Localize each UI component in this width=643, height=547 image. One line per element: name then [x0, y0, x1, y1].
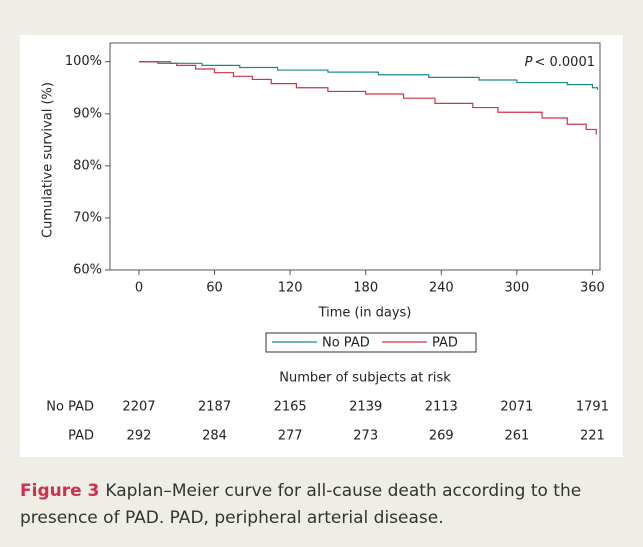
risk-row-name: No PAD — [46, 400, 94, 415]
risk-count: 277 — [278, 429, 303, 444]
risk-count: 269 — [429, 429, 454, 444]
risk-count: 221 — [580, 429, 605, 444]
p-annotation: P < 0.0001 — [525, 55, 595, 70]
risk-count: 2113 — [425, 400, 458, 415]
x-axis-label: Time (in days) — [318, 306, 412, 321]
risk-count: 292 — [127, 429, 152, 444]
risk-count: 284 — [202, 429, 227, 444]
risk-count: 2139 — [349, 400, 382, 415]
risk-count: 261 — [504, 429, 529, 444]
x-tick-label: 240 — [429, 281, 454, 296]
survival-curve — [138, 61, 599, 90]
risk-count: 2207 — [122, 400, 155, 415]
risk-count: 273 — [353, 429, 378, 444]
risk-count: 2165 — [274, 400, 307, 415]
plot-frame — [109, 42, 601, 271]
risk-count: 1791 — [576, 400, 609, 415]
survival-curve — [138, 61, 597, 135]
x-tick-label: 120 — [278, 281, 303, 296]
caption: Figure 3 Kaplan–Meier curve for all-cause… — [20, 478, 630, 532]
caption-label: Figure 3 — [20, 481, 100, 501]
risk-count: 2187 — [198, 400, 231, 415]
risk-title: Number of subjects at risk — [279, 371, 451, 386]
y-tick-label: 60% — [73, 263, 102, 278]
legend-label: No PAD — [322, 336, 370, 351]
legend-label: PAD — [432, 336, 458, 351]
risk-row-name: PAD — [68, 429, 94, 444]
p-label: P — [525, 55, 533, 70]
x-tick-label: 0 — [135, 281, 143, 296]
caption-text: Kaplan–Meier curve for all-cause death a… — [20, 481, 582, 528]
panel — [20, 35, 623, 457]
x-tick-label: 60 — [206, 281, 223, 296]
x-tick-label: 300 — [504, 281, 529, 296]
risk-count: 2071 — [500, 400, 533, 415]
y-tick-label: 70% — [73, 210, 102, 225]
y-tick-label: 90% — [73, 106, 102, 121]
x-tick-label: 180 — [353, 281, 378, 296]
y-tick-label: 100% — [65, 54, 102, 69]
legend-box — [265, 332, 477, 353]
p-value: < 0.0001 — [534, 55, 595, 70]
chart: Cumulative survival (%) Time (in days) P… — [20, 35, 623, 457]
y-axis-label: Cumulative survival (%) — [41, 82, 56, 238]
x-tick-label: 360 — [580, 281, 605, 296]
y-tick-label: 80% — [73, 158, 102, 173]
